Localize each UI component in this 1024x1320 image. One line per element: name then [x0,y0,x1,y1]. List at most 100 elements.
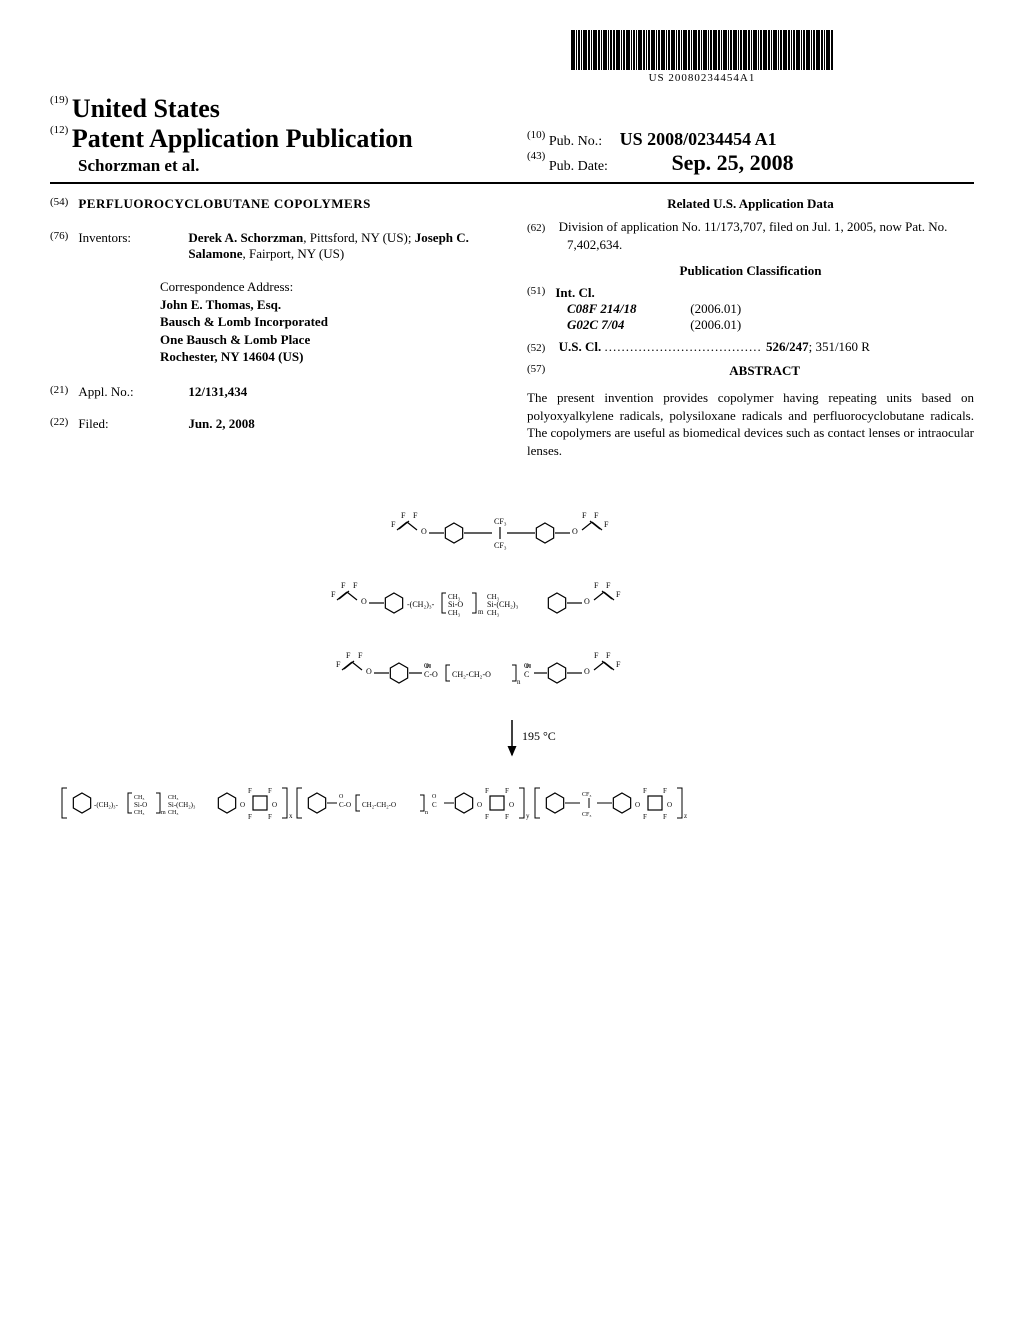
pub-date-prefix: (43) [527,150,545,162]
svg-text:n: n [517,678,521,686]
chem-svg: F F F O F F F O F F F F [52,500,972,920]
svg-text:m: m [161,810,166,816]
related-prefix: (62) [527,222,545,234]
related-body: Division of application No. 11/173,707, … [559,219,948,252]
appl-prefix: (21) [50,384,68,400]
intcl-prefix: (51) [527,285,545,301]
pub-type: Patent Application Publication [72,124,413,153]
correspondence: Correspondence Address: John E. Thomas, … [160,278,497,366]
intcl-year-0: (2006.01) [690,301,741,316]
inventor-loc-1: , Pittsford, NY (US); [303,230,414,245]
pub-date: Sep. 25, 2008 [671,150,793,175]
pub-type-prefix: (12) [50,124,68,136]
pub-no: US 2008/0234454 A1 [620,129,777,149]
svg-text:CH₂-CH₂-O: CH₂-CH₂-O [452,670,491,679]
svg-text:O: O [432,794,437,800]
abstract-text: The present invention provides copolymer… [527,389,974,459]
inventor-name-1: Derek A. Schorzman [188,230,303,245]
svg-text:C-O: C-O [424,670,438,679]
corr-line3: One Bausch & Lomb Place [160,332,310,347]
svg-text:O: O [339,794,344,800]
monomer-1: CF₃ CF₃ [391,511,609,550]
appl-value: 12/131,434 [188,384,247,399]
barcode-number: US 20080234454A1 [571,72,833,84]
uscl-prefix: (52) [527,342,545,354]
intcl-year-1: (2006.01) [690,317,741,332]
filed-label: Filed: [78,416,188,432]
svg-text:Si-O: Si-O [448,600,463,609]
inventors-prefix: (76) [50,230,68,262]
uscl-value-rest: ; 351/160 R [809,339,870,354]
header-right: (10) Pub. No.: US 2008/0234454 A1 (43) P… [497,129,974,176]
svg-text:-(CH₂)₃-: -(CH₂)₃- [94,801,119,809]
corr-label: Correspondence Address: [160,278,497,296]
related-header: Related U.S. Application Data [527,196,974,212]
pub-no-label: Pub. No.: [549,134,602,149]
intcl-code-1: G02C 7/04 [567,317,687,333]
svg-text:O: O [272,801,277,809]
svg-text:-(CH₂)₃-: -(CH₂)₃- [407,600,435,609]
intcl-block: (51) Int. Cl. C08F 214/18 (2006.01) G02C… [527,285,974,333]
intcl-item-0: C08F 214/18 (2006.01) [567,301,974,317]
svg-text:C-O: C-O [339,801,351,809]
body-columns: (54) PERFLUOROCYCLOBUTANE COPOLYMERS (76… [50,196,974,460]
abstract-prefix: (57) [527,363,545,385]
svg-text:m: m [478,608,484,616]
monomer-3: O C-O CH₂-CH₂-O n O C [336,651,621,686]
appl-label: Appl. No.: [78,384,188,400]
svg-text:C: C [432,801,437,809]
svg-text:O: O [240,801,245,809]
barcode-area: US 20080234454A1 [430,30,974,86]
svg-text:CH₃: CH₃ [448,609,461,617]
svg-text:O: O [667,801,672,809]
intcl-item-1: G02C 7/04 (2006.01) [567,317,974,333]
svg-text:x: x [289,812,293,820]
svg-text:CH₃: CH₃ [168,810,178,816]
pub-class-header: Publication Classification [527,263,974,279]
chemical-diagram: F F F O F F F O F F F F [50,500,974,925]
svg-text:z: z [684,812,687,820]
pub-date-label: Pub. Date: [549,159,608,174]
reaction-arrow: 195 °C [512,720,556,755]
svg-text:CF₃: CF₃ [494,541,507,550]
inventor-loc-2: , Fairport, NY (US) [243,246,345,261]
pub-no-prefix: (10) [527,129,545,141]
corr-line1: John E. Thomas, Esq. [160,297,281,312]
invention-title: PERFLUOROCYCLOBUTANE COPOLYMERS [78,196,371,212]
left-column: (54) PERFLUOROCYCLOBUTANE COPOLYMERS (76… [50,196,497,460]
svg-text:CH₂-CH₂-O: CH₂-CH₂-O [362,801,396,809]
svg-text:CH₃: CH₃ [134,810,144,816]
svg-text:Si-(CH₂)₃: Si-(CH₂)₃ [487,600,519,609]
country-prefix: (19) [50,94,68,106]
title-prefix: (54) [50,196,68,212]
corr-line2: Bausch & Lomb Incorporated [160,314,328,329]
intcl-label: Int. Cl. [555,285,594,301]
country: United States [72,94,220,123]
inventors-row: (76) Inventors: Derek A. Schorzman, Pitt… [50,230,497,262]
uscl-row: (52) U.S. Cl. ..........................… [527,339,974,355]
svg-text:Si-(CH₂)₃: Si-(CH₂)₃ [168,801,196,809]
svg-text:O: O [635,801,640,809]
header: (19) United States (12) Patent Applicati… [50,94,974,184]
svg-text:y: y [526,812,530,820]
abstract-label: ABSTRACT [555,363,974,379]
header-left: (19) United States (12) Patent Applicati… [50,94,497,176]
related-text: (62) Division of application No. 11/173,… [567,218,974,253]
svg-text:CF₃: CF₃ [494,517,507,526]
barcode: US 20080234454A1 [571,30,833,84]
filed-row: (22) Filed: Jun. 2, 2008 [50,416,497,432]
svg-text:C: C [524,670,529,679]
corr-line4: Rochester, NY 14604 (US) [160,349,303,364]
inventors-value: Derek A. Schorzman, Pittsford, NY (US); … [188,230,497,262]
product-copolymer: -(CH₂)₃- CH₃ Si-O CH₃ m CH₃ Si-(CH₂)₃ CH… [62,787,687,821]
svg-text:O: O [477,801,482,809]
svg-text:CF₃: CF₃ [582,812,591,818]
uscl-label: U.S. Cl. [559,339,602,354]
filed-value: Jun. 2, 2008 [188,416,254,431]
inventors-label: Inventors: [78,230,188,262]
monomer-2: -(CH₂)₃- CH₃ Si-O CH₃ m CH₃ Si-(CH₂)₃ CH… [331,581,621,617]
uscl-dots: ..................................... [604,339,766,354]
svg-text:O: O [509,801,514,809]
svg-text:Si-O: Si-O [134,801,147,809]
authors-line: Schorzman et al. [78,156,497,176]
